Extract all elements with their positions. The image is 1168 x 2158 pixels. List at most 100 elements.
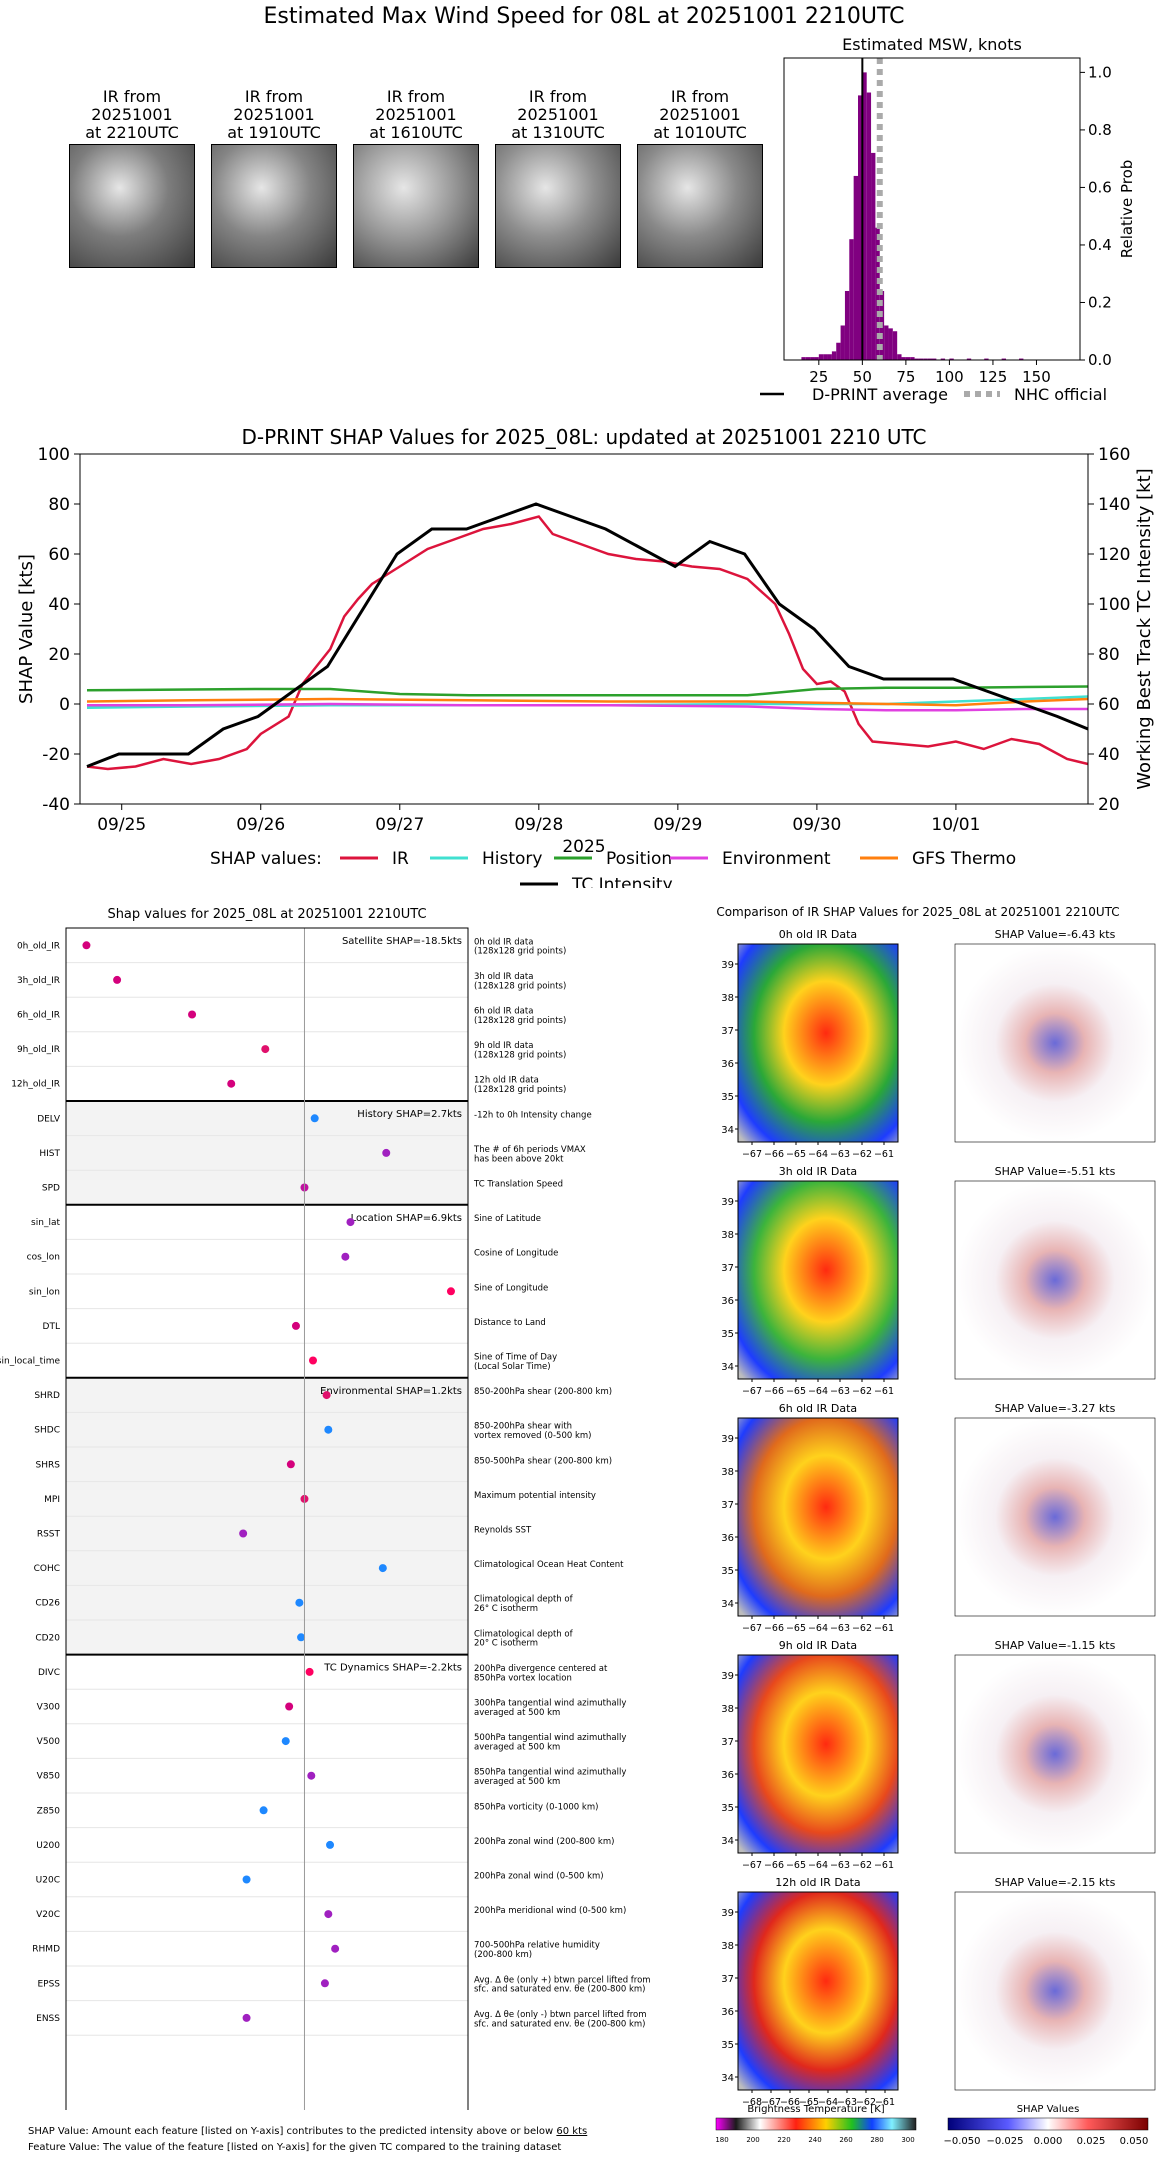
- x-tick-label: −65: [786, 1623, 806, 1634]
- shap-timeseries-chart: D-PRINT SHAP Values for 2025_08L: update…: [16, 425, 1155, 888]
- y-tick-label: 100: [38, 445, 70, 465]
- feature-name: DTL: [43, 1322, 60, 1332]
- chart-title: Shap values for 2025_08L at 20251001 221…: [107, 907, 426, 922]
- y-tick-label: 35: [721, 1329, 734, 1340]
- hist-bar: [810, 357, 815, 360]
- shap-tick-label: 0.050: [1120, 2136, 1149, 2147]
- feature-point: [378, 1564, 387, 1573]
- x-tick-label: −63: [830, 1860, 850, 1871]
- x-axis-label: 2025: [562, 837, 605, 857]
- kts-link[interactable]: 60 kts: [556, 2126, 588, 2137]
- y-tick-label: 39: [721, 1908, 734, 1919]
- x-tick-label: −63: [830, 1149, 850, 1160]
- feature-description: 6h old IR data (128x128 grid points): [474, 1007, 566, 1026]
- feature-description: 9h old IR data (128x128 grid points): [474, 1041, 566, 1060]
- x-tick-label: 09/28: [514, 815, 563, 835]
- y-tick-label: 38: [721, 1704, 734, 1715]
- bt-tick-label: 260: [839, 2136, 852, 2144]
- feature-description: Climatological depth of 20° C isotherm: [474, 1629, 574, 1648]
- y-tick-label: 39: [721, 960, 734, 971]
- ir-thumbnail-label: IR from 20251001 at 1910UTC: [227, 87, 321, 142]
- feature-description: Climatological Ocean Heat Content: [474, 1560, 624, 1570]
- hist-bar: [927, 358, 932, 360]
- bt-colorbar: [715, 2117, 917, 2131]
- feature-name: EPSS: [37, 1979, 60, 1989]
- x-tick-label: −65: [786, 1386, 806, 1397]
- feature-point: [331, 1944, 340, 1953]
- y-tick-label: 34: [721, 1362, 734, 1373]
- shap-colorbar: [947, 2117, 1149, 2131]
- y-tick-label: 36: [721, 2007, 734, 2018]
- y-tick-label: 37: [721, 1263, 734, 1274]
- feature-point: [291, 1321, 300, 1330]
- legend-label: Environment: [722, 849, 831, 869]
- feature-description: Cosine of Longitude: [474, 1249, 558, 1259]
- y-tick-label: 0.0: [1088, 351, 1112, 369]
- hist-bar: [884, 325, 889, 360]
- plot-frame: [65, 927, 469, 2110]
- y-tick-label: 38: [721, 993, 734, 1004]
- ir-thumbnail-label: IR from 20251001 at 1010UTC: [653, 87, 747, 142]
- feature-description: 500hPa tangential wind azimuthally averag…: [474, 1733, 626, 1752]
- y-axis-label: SHAP Value [kts]: [16, 554, 37, 704]
- feature-name: U200: [36, 1841, 60, 1851]
- feature-point: [259, 1806, 268, 1815]
- msw-histogram-chart: Estimated MSW, knots 25 50 75 100 125 150 0.0 0.…: [760, 35, 1136, 404]
- x-tick-label: −64: [818, 2097, 838, 2108]
- x-tick-label: 50: [853, 368, 872, 386]
- hist-bar: [918, 358, 924, 360]
- y-tick-label: 39: [721, 1197, 734, 1208]
- x-tick-label: −62: [856, 2097, 876, 2108]
- shap-image-title: SHAP Value=-1.15 kts: [995, 1639, 1116, 1652]
- x-tick-label: −61: [874, 1149, 894, 1160]
- feature-point: [227, 1079, 236, 1088]
- feature-description: Avg. Δ θe (only -) btwn parcel lifted fr…: [474, 2010, 647, 2029]
- feature-point: [113, 975, 122, 984]
- hist-bar: [831, 351, 837, 360]
- feature-description: 12h old IR data (128x128 grid points): [474, 1076, 566, 1095]
- x-tick-label: −66: [764, 1149, 784, 1160]
- legend-dprint-label: D-PRINT average: [812, 385, 948, 404]
- x-tick-label: −62: [852, 1623, 872, 1634]
- feature-description: Avg. Δ θe (only +) btwn parcel lifted fr…: [474, 1975, 651, 1994]
- bt-tick-label: 240: [808, 2136, 821, 2144]
- feature-description: Sine of Time of Day (Local Solar Time): [474, 1353, 557, 1372]
- x-tick-label: −67: [742, 1860, 762, 1871]
- ir-image: [737, 1891, 899, 2091]
- y-tick-label: 36: [721, 1296, 734, 1307]
- hist-bar: [1019, 358, 1024, 360]
- feature-name: 0h_old_IR: [17, 941, 60, 951]
- series-line: [87, 702, 1088, 712]
- legend-prefix: SHAP values:: [210, 849, 322, 869]
- hist-bar: [836, 342, 841, 360]
- hist-bar: [905, 357, 911, 360]
- feature-name: SPD: [42, 1184, 60, 1194]
- shap-value-note: SHAP Value: Amount each feature [listed …: [28, 2126, 588, 2137]
- y-tick-label: 38: [721, 1941, 734, 1952]
- shap-image: [954, 943, 1156, 1143]
- hist-bar: [897, 354, 902, 360]
- series-line: [86, 515, 1089, 771]
- y-tick-label: 39: [721, 1671, 734, 1682]
- feature-name: sin_local_time: [0, 1357, 60, 1367]
- feature-point: [295, 1598, 304, 1607]
- shap-image-title: SHAP Value=-2.15 kts: [995, 1876, 1116, 1889]
- hist-bar: [840, 325, 845, 360]
- legend-nhc-label: NHC official: [1014, 385, 1107, 404]
- plot-frame: [783, 57, 1081, 361]
- x-tick-label: −67: [742, 1149, 762, 1160]
- x-tick-label: −61: [874, 1386, 894, 1397]
- shap-tick-label: 0.025: [1077, 2136, 1106, 2147]
- ir-thumbnail-image: [211, 144, 337, 268]
- shap-image-title: SHAP Value=-6.43 kts: [995, 928, 1116, 941]
- feature-description: Climatological depth of 26° C isotherm: [474, 1595, 574, 1614]
- feature-point: [346, 1218, 355, 1227]
- hist-bar: [984, 358, 989, 360]
- x-tick-label: −66: [764, 1386, 784, 1397]
- feature-value-note: Feature Value: The value of the feature …: [28, 2142, 562, 2153]
- feature-name: U20C: [36, 1876, 60, 1886]
- y-tick-label: 35: [721, 1092, 734, 1103]
- feature-point: [308, 1356, 317, 1365]
- x-tick-label: 09/30: [792, 815, 841, 835]
- ir-thumbnail-label: IR from 20251001 at 1310UTC: [511, 87, 605, 142]
